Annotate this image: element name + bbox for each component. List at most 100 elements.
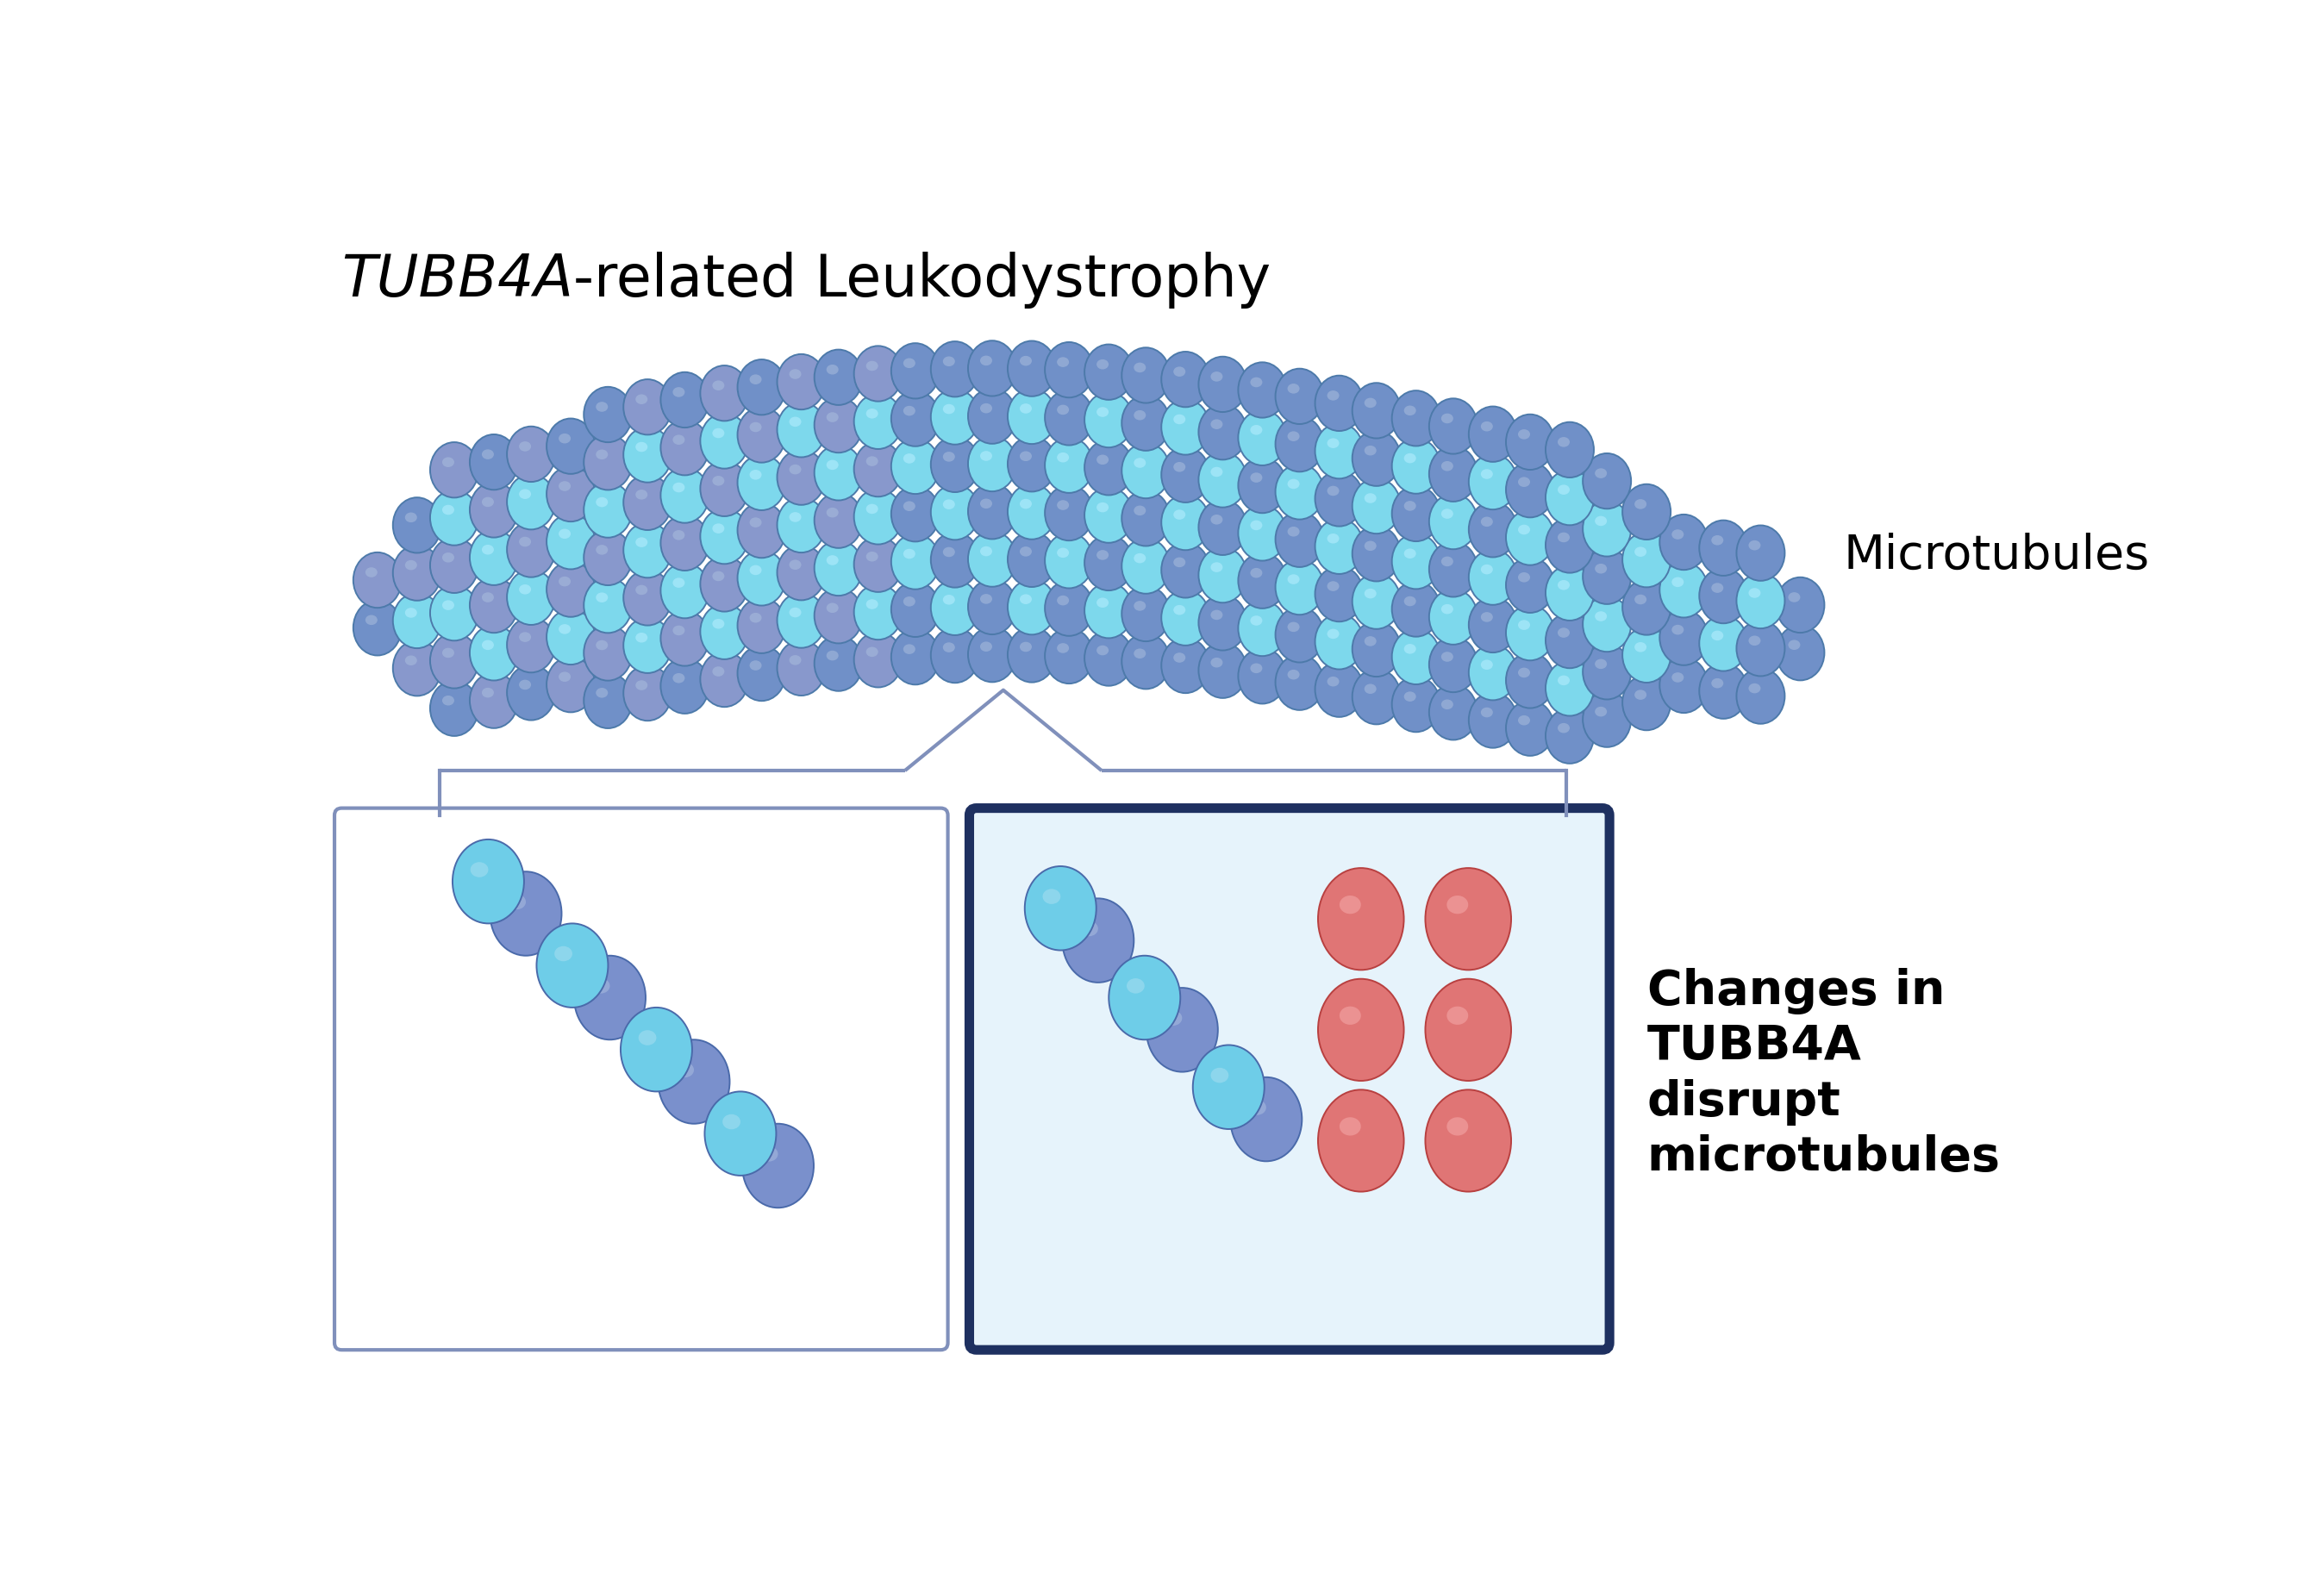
Ellipse shape	[595, 497, 609, 507]
Ellipse shape	[1085, 583, 1132, 638]
Ellipse shape	[1025, 867, 1097, 951]
Ellipse shape	[1364, 542, 1376, 551]
Ellipse shape	[904, 644, 916, 654]
Ellipse shape	[867, 362, 878, 371]
Ellipse shape	[595, 639, 609, 651]
Ellipse shape	[1327, 628, 1339, 639]
Ellipse shape	[969, 341, 1016, 396]
Ellipse shape	[1211, 371, 1222, 382]
Ellipse shape	[713, 475, 725, 486]
Ellipse shape	[1276, 368, 1325, 425]
Ellipse shape	[353, 600, 402, 655]
Ellipse shape	[583, 673, 632, 728]
Ellipse shape	[490, 872, 562, 955]
Ellipse shape	[621, 1007, 693, 1091]
Ellipse shape	[1009, 579, 1055, 635]
Ellipse shape	[776, 354, 825, 409]
Ellipse shape	[1085, 535, 1132, 591]
Ellipse shape	[660, 658, 709, 714]
Ellipse shape	[1287, 384, 1299, 393]
Ellipse shape	[639, 1030, 655, 1045]
Ellipse shape	[1046, 343, 1092, 398]
Ellipse shape	[1583, 548, 1631, 605]
Ellipse shape	[737, 598, 786, 654]
Ellipse shape	[1097, 598, 1109, 608]
Ellipse shape	[1736, 573, 1785, 628]
Ellipse shape	[1699, 519, 1748, 576]
Ellipse shape	[583, 578, 632, 633]
Ellipse shape	[1327, 437, 1339, 448]
Ellipse shape	[1122, 633, 1169, 688]
Ellipse shape	[1736, 621, 1785, 676]
Ellipse shape	[1448, 895, 1469, 914]
Ellipse shape	[1594, 516, 1606, 526]
Ellipse shape	[700, 508, 748, 564]
Ellipse shape	[623, 665, 672, 720]
Ellipse shape	[969, 483, 1016, 538]
Ellipse shape	[969, 388, 1016, 444]
Ellipse shape	[1594, 611, 1606, 621]
Ellipse shape	[1622, 485, 1671, 540]
Ellipse shape	[1097, 549, 1109, 561]
Ellipse shape	[827, 412, 839, 422]
Ellipse shape	[1364, 589, 1376, 598]
Ellipse shape	[944, 499, 955, 510]
Ellipse shape	[1199, 643, 1248, 698]
Ellipse shape	[595, 401, 609, 412]
Ellipse shape	[1622, 674, 1671, 729]
Ellipse shape	[430, 681, 479, 736]
Ellipse shape	[1211, 515, 1222, 524]
Ellipse shape	[595, 450, 609, 459]
Ellipse shape	[1174, 557, 1185, 567]
Ellipse shape	[1622, 579, 1671, 635]
Ellipse shape	[1097, 646, 1109, 655]
Ellipse shape	[1162, 447, 1208, 502]
Ellipse shape	[1545, 565, 1594, 621]
Ellipse shape	[672, 387, 686, 396]
Ellipse shape	[1020, 355, 1032, 366]
Ellipse shape	[1506, 463, 1555, 518]
Ellipse shape	[1545, 707, 1594, 764]
Ellipse shape	[507, 570, 555, 625]
Ellipse shape	[776, 545, 825, 600]
Ellipse shape	[751, 471, 762, 480]
Ellipse shape	[1545, 660, 1594, 715]
Ellipse shape	[944, 546, 955, 557]
Ellipse shape	[518, 489, 532, 499]
Ellipse shape	[890, 534, 939, 589]
Ellipse shape	[1392, 390, 1441, 445]
Ellipse shape	[1276, 464, 1325, 519]
Ellipse shape	[1057, 643, 1069, 654]
Ellipse shape	[1020, 499, 1032, 508]
Ellipse shape	[469, 673, 518, 728]
Ellipse shape	[904, 358, 916, 368]
Ellipse shape	[1353, 431, 1401, 486]
Ellipse shape	[1448, 1118, 1469, 1135]
Ellipse shape	[537, 924, 609, 1007]
Ellipse shape	[1315, 423, 1364, 478]
Ellipse shape	[1276, 512, 1325, 567]
Ellipse shape	[1429, 636, 1478, 692]
Ellipse shape	[776, 450, 825, 505]
Ellipse shape	[1736, 526, 1785, 581]
Ellipse shape	[1469, 406, 1518, 461]
Ellipse shape	[1134, 505, 1146, 515]
Ellipse shape	[890, 343, 939, 398]
Ellipse shape	[1441, 508, 1452, 519]
Ellipse shape	[1276, 606, 1325, 663]
Ellipse shape	[1009, 483, 1055, 540]
Ellipse shape	[1009, 388, 1055, 444]
Ellipse shape	[442, 695, 453, 706]
Ellipse shape	[700, 461, 748, 516]
Ellipse shape	[507, 426, 555, 482]
Ellipse shape	[1748, 540, 1762, 551]
Ellipse shape	[1287, 431, 1299, 441]
Ellipse shape	[1392, 581, 1441, 636]
Ellipse shape	[1425, 1090, 1511, 1192]
Ellipse shape	[558, 576, 572, 586]
Ellipse shape	[1441, 414, 1452, 423]
Ellipse shape	[1699, 568, 1748, 624]
Ellipse shape	[558, 434, 572, 444]
Ellipse shape	[1748, 684, 1762, 693]
Ellipse shape	[1248, 1101, 1267, 1115]
